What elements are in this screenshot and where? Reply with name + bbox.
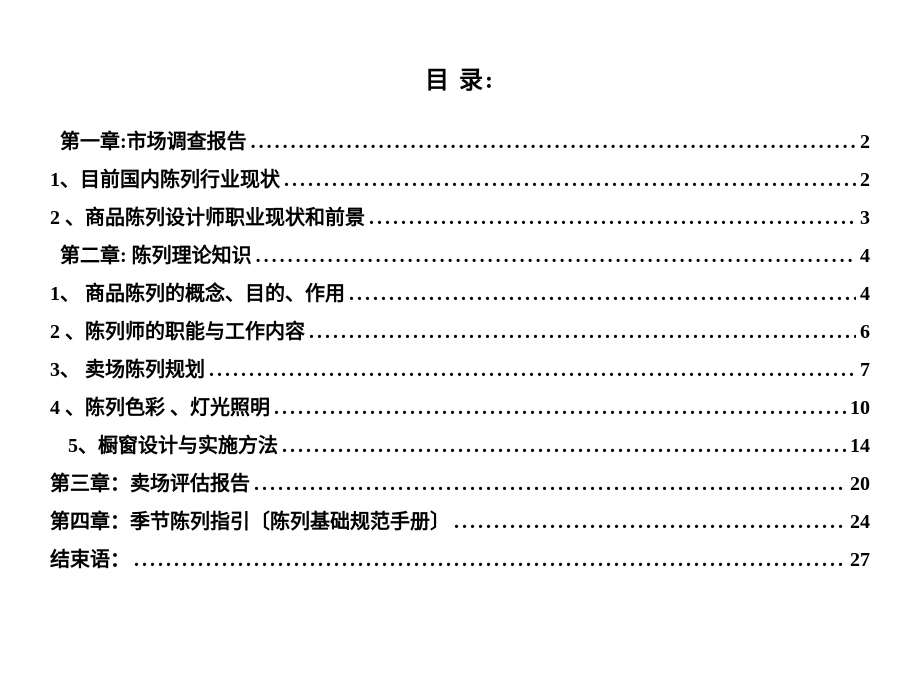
- toc-label: 第四章：季节陈列指引〔陈列基础规范手册〕: [50, 503, 450, 541]
- toc-leader: [256, 237, 856, 275]
- toc-page: 3: [860, 199, 870, 237]
- toc-entry: 1、 商品陈列的概念、目的、作用 4: [50, 275, 870, 313]
- toc-leader: [369, 199, 856, 237]
- toc-leader: [134, 541, 846, 579]
- toc-entry: 4 、陈列色彩 、灯光照明 10: [50, 389, 870, 427]
- toc-entry: 1、目前国内陈列行业现状 2: [50, 161, 870, 199]
- toc-leader: [282, 427, 846, 465]
- toc-label: 2 、商品陈列设计师职业现状和前景: [50, 199, 365, 237]
- toc-leader: [309, 313, 856, 351]
- toc-entry: 2 、陈列师的职能与工作内容 6: [50, 313, 870, 351]
- toc-page: 4: [860, 237, 870, 275]
- toc-label: 5、橱窗设计与实施方法: [68, 427, 278, 465]
- toc-page: 10: [850, 389, 870, 427]
- toc-entry: 第一章:市场调查报告 2: [50, 123, 870, 161]
- toc-page: 24: [850, 503, 870, 541]
- toc-leader: [454, 503, 846, 541]
- toc-leader: [254, 465, 846, 503]
- toc-label: 3、 卖场陈列规划: [50, 351, 205, 389]
- toc-page: 4: [860, 275, 870, 313]
- toc-label: 结束语：: [50, 541, 130, 579]
- toc-leader: [251, 123, 856, 161]
- toc-entry: 结束语： 27: [50, 541, 870, 579]
- toc-label: 第三章：卖场评估报告: [50, 465, 250, 503]
- toc-leader: [274, 389, 846, 427]
- toc-entry: 第二章: 陈列理论知识 4: [50, 237, 870, 275]
- toc-label: 4 、陈列色彩 、灯光照明: [50, 389, 270, 427]
- toc-entry: 第三章：卖场评估报告 20: [50, 465, 870, 503]
- toc-label: 2 、陈列师的职能与工作内容: [50, 313, 305, 351]
- toc-page: 7: [860, 351, 870, 389]
- toc-container: 第一章:市场调查报告 2 1、目前国内陈列行业现状 2 2 、商品陈列设计师职业…: [50, 123, 870, 579]
- toc-page: 27: [850, 541, 870, 579]
- toc-leader: [209, 351, 856, 389]
- toc-page: 14: [850, 427, 870, 465]
- toc-entry: 第四章：季节陈列指引〔陈列基础规范手册〕 24: [50, 503, 870, 541]
- toc-leader: [284, 161, 856, 199]
- toc-entry: 5、橱窗设计与实施方法 14: [50, 427, 870, 465]
- toc-page: 2: [860, 123, 870, 161]
- toc-leader: [349, 275, 856, 313]
- toc-page: 20: [850, 465, 870, 503]
- toc-label: 第二章: 陈列理论知识: [60, 237, 252, 275]
- toc-page: 6: [860, 313, 870, 351]
- toc-label: 1、 商品陈列的概念、目的、作用: [50, 275, 345, 313]
- toc-entry: 3、 卖场陈列规划 7: [50, 351, 870, 389]
- toc-page: 2: [860, 161, 870, 199]
- toc-label: 1、目前国内陈列行业现状: [50, 161, 280, 199]
- toc-entry: 2 、商品陈列设计师职业现状和前景 3: [50, 199, 870, 237]
- toc-label: 第一章:市场调查报告: [60, 123, 247, 161]
- toc-title: 目 录:: [50, 60, 870, 95]
